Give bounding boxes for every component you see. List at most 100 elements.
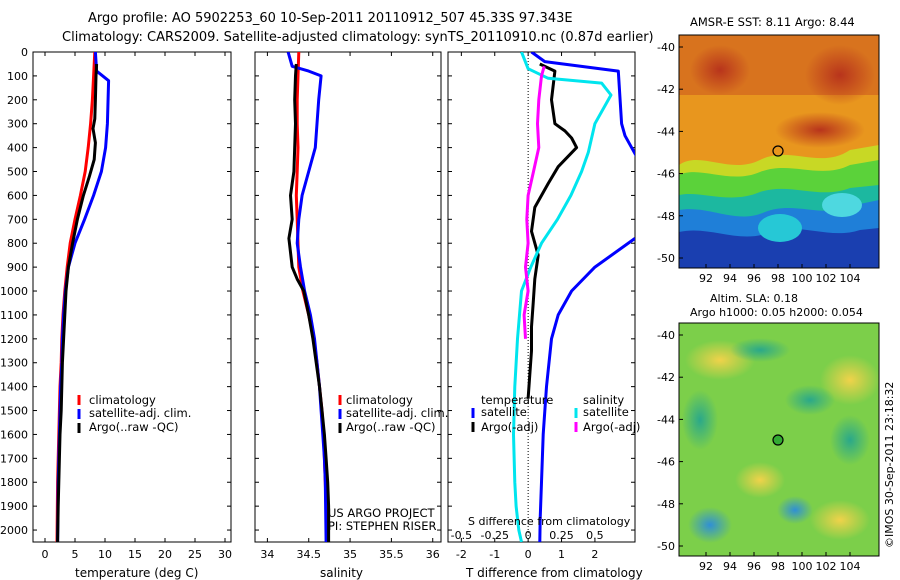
sla-map-title-line2: Argo h1000: 0.05 h2000: 0.054 [690,306,863,319]
salinity-panel: 34 34.5 35 35.5 36 [260,52,440,561]
legend-t-argo-label: Argo(-adj) [481,420,538,434]
pi-credit: PI: STEPHEN RISER [328,519,437,533]
lon-tick-label: 94 [723,272,737,285]
lon-tick-label: 102 [816,560,837,573]
depth-tick-label: 1800 [0,476,28,489]
lat-tick-label: -46 [657,456,675,469]
legend-argo-label: Argo(..raw -QC) [89,420,179,434]
sla-map-title-line1: Altim. SLA: 0.18 [710,292,798,305]
lat-tick-label: -48 [657,210,675,223]
x-tick-label: 1 [558,548,565,561]
x2-tick-label: -0.5 [451,529,472,542]
series-line [530,52,635,157]
depth-tick-label: 1700 [0,452,28,465]
lon-tick-label: 102 [816,272,837,285]
difference-legend: temperature satellite Argo(-adj) salinit… [471,393,640,434]
x-tick-label: 34.5 [296,548,321,561]
imos-watermark: ©IMOS 30-Sep-2011 23:18:32 [883,382,896,548]
project-credit: US ARGO PROJECT [328,506,436,520]
depth-tick-label: 500 [7,166,28,179]
x-tick-label: 0 [42,548,49,561]
salinity-legend: climatology satellite-adj. clim. Argo(..… [338,393,448,434]
depth-tick-label: 200 [7,94,28,107]
s-difference-axis-label: S difference from climatology [468,515,631,528]
series-line [538,237,635,542]
legend-climatology-label: climatology [346,393,413,407]
sla-map-frame [678,322,880,557]
figure-title-line1: Argo profile: AO 5902253_60 10-Sep-2011 … [88,11,573,26]
depth-tick-label: 1200 [0,333,28,346]
series-line [294,52,329,542]
lat-tick-label: -44 [657,413,675,426]
depth-tick-label: 1400 [0,381,28,394]
lon-tick-label: 94 [723,560,737,573]
temperature-axis-label: temperature (deg C) [75,566,198,580]
x-tick-label: 36 [426,548,440,561]
temperature-panel-frame [32,51,232,543]
difference-panel-frame [447,51,636,543]
lat-tick-label: -50 [657,540,675,553]
depth-tick-label: 1900 [0,500,28,513]
lon-tick-label: 92 [699,560,713,573]
x-tick-label: 30 [218,548,232,561]
depth-tick-label: 800 [7,237,28,250]
depth-tick-label: 0 [21,46,28,59]
depth-axis: 0 100 200 300 400 500 600 700 800 900 1000 1100 1200… [0,46,635,537]
depth-tick-label: 1300 [0,357,28,370]
x-tick-label: 15 [128,548,142,561]
x2-tick-label: -0.25 [481,529,509,542]
series-line [287,63,331,542]
argo-position-marker [772,145,784,157]
lon-tick-label: 100 [792,272,813,285]
depth-tick-label: 1500 [0,405,28,418]
x-tick-label: 10 [98,548,112,561]
legend-s-argo-label: Argo(-adj) [583,420,640,434]
sst-map [679,35,879,268]
argo-position-marker [772,434,784,446]
t-difference-axis-label: T difference from climatology [465,566,643,580]
series-line [55,52,97,542]
depth-tick-label: 2000 [0,524,28,537]
depth-tick-label: 400 [7,142,28,155]
x-tick-label: 35 [343,548,357,561]
legend-salinity-heading: salinity [583,393,624,407]
lon-tick-label: 92 [699,272,713,285]
lat-tick-label: -48 [657,498,675,511]
sst-map-frame [678,34,880,269]
salinity-panel-frame [254,51,442,543]
lon-tick-label: 104 [840,560,861,573]
lat-tick-label: -44 [657,125,675,138]
lat-tick-label: -42 [657,371,675,384]
depth-tick-label: 700 [7,213,28,226]
lon-tick-label: 100 [792,560,813,573]
legend-satellite-label: satellite-adj. clim. [89,406,191,420]
legend-t-satellite-label: satellite [481,405,527,419]
lon-tick-label: 98 [771,272,785,285]
lat-tick-label: -40 [657,329,675,342]
lon-tick-label: 96 [747,560,761,573]
depth-tick-label: 1100 [0,309,28,322]
series-line [286,52,328,542]
lon-tick-label: 96 [747,272,761,285]
lon-tick-label: 104 [840,272,861,285]
legend-s-satellite-label: satellite [583,405,629,419]
x-tick-label: 5 [72,548,79,561]
lat-tick-label: -46 [657,168,675,181]
lon-tick-label: 98 [771,560,785,573]
series-line [512,52,613,542]
x-tick-label: 25 [188,548,202,561]
sst-map-title: AMSR-E SST: 8.11 Argo: 8.44 [690,15,855,29]
depth-tick-label: 900 [7,261,28,274]
depth-tick-label: 300 [7,118,28,131]
temperature-legend: climatology satellite-adj. clim. Argo(..… [77,393,191,434]
x-tick-label: 34 [260,548,274,561]
legend-satellite-label: satellite-adj. clim. [346,406,448,420]
x2-tick-label: 0.5 [586,529,604,542]
temperature-panel: 0 5 10 15 20 25 30 [42,52,232,561]
x-tick-label: -2 [456,548,467,561]
lat-tick-label: -40 [657,41,675,54]
depth-tick-label: 1000 [0,285,28,298]
x-tick-label: 2 [591,548,598,561]
